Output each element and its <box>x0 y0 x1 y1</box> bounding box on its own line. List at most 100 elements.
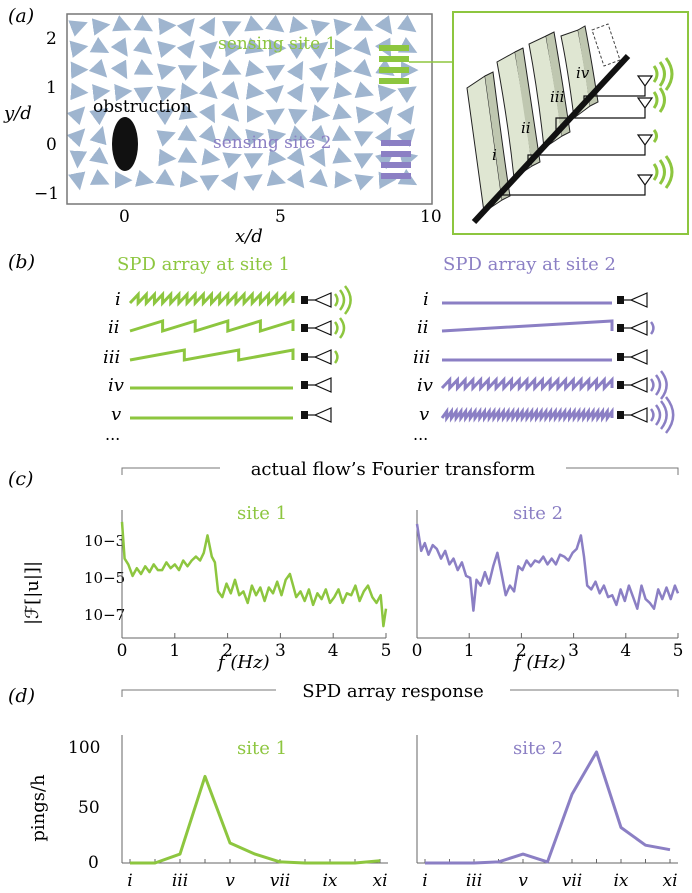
x-tick-label: xi <box>372 871 387 891</box>
flow-arrow <box>221 21 242 37</box>
sensor-inset: i ii iii iv <box>452 11 689 235</box>
x-tick-label: 1 <box>464 641 475 661</box>
antenna-icon <box>313 292 332 308</box>
flow-arrow <box>355 106 375 124</box>
response-chart-site-1: i iii v vii ix xi <box>121 735 388 891</box>
spd-row-labels: i ii iii iv v ... i ii iii iv v ... <box>103 289 433 444</box>
flow-arrow <box>265 14 285 33</box>
flow-arrow <box>91 18 111 36</box>
plate-label-iv: iv <box>576 64 590 82</box>
flow-arrow <box>89 169 110 185</box>
flow-arrow <box>377 84 397 102</box>
signal-wave-icon <box>649 321 655 335</box>
x-tick-label: vii <box>270 871 290 891</box>
x-tick-label: ix <box>322 871 337 891</box>
flow-arrow <box>331 125 352 141</box>
signal-wave-icon <box>649 378 655 392</box>
flow-arrow <box>89 107 109 126</box>
spectrum-y-label: |ℱ[|u|]| <box>22 561 43 625</box>
signal-wave-icon <box>338 317 346 339</box>
response-y-label: pings/h <box>28 774 49 842</box>
signal-wave-icon <box>333 321 339 335</box>
inset-wires <box>497 86 646 197</box>
flow-arrow <box>310 19 331 37</box>
flow-arrow <box>155 168 175 186</box>
flow-arrow <box>396 128 416 148</box>
plate-v-dashed <box>591 23 621 67</box>
spd-signal <box>440 376 614 392</box>
signal-wave-icon <box>333 350 339 364</box>
flow-arrow <box>201 148 221 166</box>
signal-wave-icon <box>665 396 675 434</box>
flow-arrow <box>69 40 89 58</box>
flow-arrow <box>352 36 372 56</box>
flow-arrow <box>177 146 198 164</box>
obstruction-label: obstruction <box>93 97 192 117</box>
flow-arrow <box>156 85 177 103</box>
panel-d-label: (d) <box>8 685 35 707</box>
flow-arrow <box>243 153 264 169</box>
flow-arrow <box>397 14 417 33</box>
spd-signal-rows <box>128 285 675 434</box>
antenna-icon <box>313 349 332 365</box>
flow-arrow <box>399 151 419 169</box>
spd-signal <box>129 318 295 334</box>
x-tick-label: ix <box>613 871 628 891</box>
x-tick-label: v <box>518 871 528 891</box>
flow-arrow <box>177 124 198 142</box>
response-line <box>130 774 381 865</box>
spd-signal <box>440 406 614 423</box>
flow-arrow <box>308 124 328 144</box>
flow-arrow <box>266 169 287 187</box>
flow-arrow <box>286 83 304 103</box>
sensor-node-icon <box>301 353 308 361</box>
site-2-marker <box>381 140 411 179</box>
panel-a-label: (a) <box>8 5 34 27</box>
flow-arrow <box>220 80 240 100</box>
flow-arrow <box>245 59 265 77</box>
row-label-right-iv: iv <box>417 375 433 396</box>
panel-c-header: actual flow’s Fourier transform <box>251 459 536 480</box>
y-tick-1: 1 <box>46 78 57 98</box>
flow-arrow <box>158 17 177 36</box>
x-tick-label: iii <box>466 871 482 891</box>
row-label-right-i: i <box>423 289 429 310</box>
row-label-left-v: v <box>111 404 121 425</box>
antenna-icon <box>313 407 332 423</box>
flow-arrow <box>158 148 177 167</box>
flow-arrow <box>264 84 284 104</box>
flow-arrow <box>66 128 86 148</box>
signal-wave-icon <box>333 293 339 307</box>
flow-arrow <box>352 58 372 78</box>
x-tick-label: i <box>422 871 427 891</box>
plate-label-ii: ii <box>521 119 531 137</box>
flow-arrow <box>353 15 374 31</box>
spectrum-site-1-title: site 1 <box>237 503 287 524</box>
panel-d-header-bracket <box>121 689 679 697</box>
row-label-left-iv: iv <box>108 375 124 396</box>
flow-arrow <box>70 61 89 80</box>
row-label-left-iii: iii <box>103 347 120 368</box>
flow-arrow <box>243 174 263 192</box>
x-tick-label: 0 <box>117 641 128 661</box>
sensor-node-icon <box>617 381 624 389</box>
flow-arrow <box>222 152 242 169</box>
x-tick-label: 3 <box>568 641 579 661</box>
flow-arrow <box>222 125 242 142</box>
sensor-node-icon <box>301 381 308 389</box>
x-tick-label: iii <box>172 871 188 891</box>
x-tick-label: 0 <box>412 641 423 661</box>
plate-label-i: i <box>492 146 497 164</box>
signal-wave-icon <box>659 370 668 400</box>
flow-arrow <box>68 171 86 191</box>
spectrum-site-2-title: site 2 <box>513 503 563 524</box>
flow-arrow <box>198 41 218 60</box>
flow-arrow <box>179 170 199 188</box>
flow-arrow <box>308 147 326 168</box>
flow-arrow <box>156 63 177 81</box>
flow-arrow <box>286 60 304 81</box>
plate-label-iii: iii <box>550 88 565 106</box>
flow-arrow <box>354 174 374 191</box>
flow-arrow <box>220 102 240 122</box>
y-tick-2: 2 <box>46 29 57 49</box>
